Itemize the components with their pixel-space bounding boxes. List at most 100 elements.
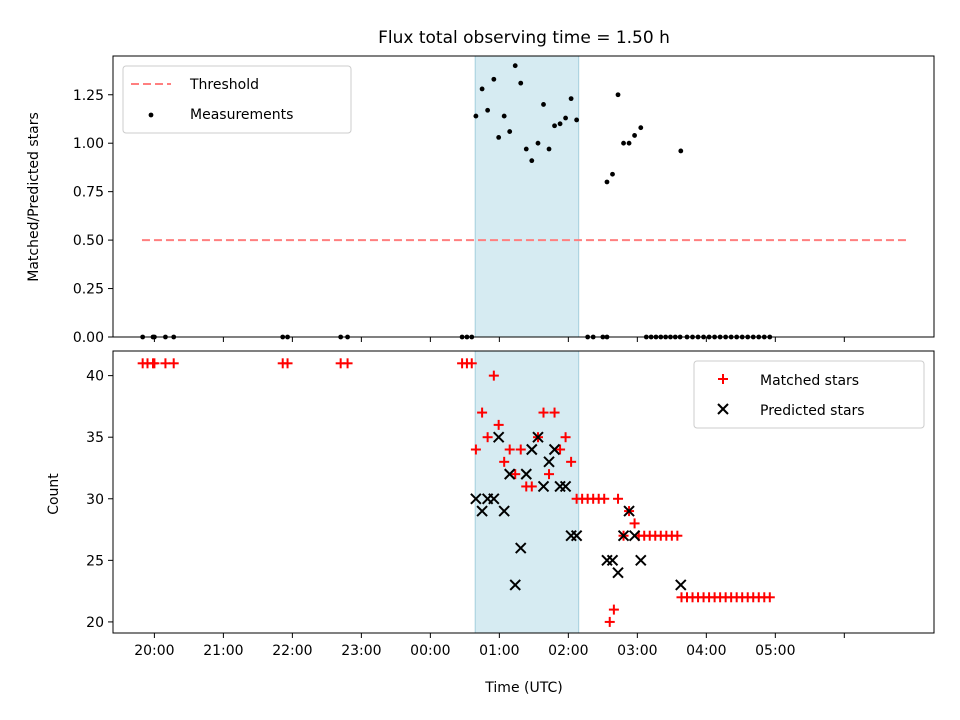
predicted-star-point — [606, 554, 619, 567]
predicted-star-point — [515, 542, 527, 554]
bottom-legend: Matched stars Predicted stars — [693, 360, 925, 429]
x-stroke — [532, 431, 544, 443]
legend-matched-label: Matched stars — [760, 373, 859, 389]
bottom-y-axis-label: Count — [46, 473, 62, 515]
matched-star-point — [672, 530, 683, 541]
measurement-point — [546, 146, 552, 152]
predicted-star-point — [526, 443, 538, 456]
predicted-star-point — [570, 530, 583, 542]
predicted-star-point — [617, 530, 630, 542]
matched-star-point — [604, 616, 615, 627]
x-stroke — [492, 431, 505, 443]
x-tick-label: 04:00 — [686, 643, 726, 659]
matched-star-point — [499, 456, 510, 467]
x-stroke — [503, 468, 516, 480]
y-tick-label: 0.00 — [73, 330, 104, 346]
top-y-ticks: 0.00 0.25 0.50 0.75 1.00 1.25 — [73, 88, 113, 346]
x-stroke — [623, 505, 635, 517]
y-tick-label: 25 — [86, 553, 104, 569]
x-stroke — [635, 554, 647, 567]
measurement-point — [535, 140, 541, 146]
measurement-point — [501, 113, 507, 119]
top-x-ticks — [153, 337, 845, 342]
matched-star-point — [342, 358, 353, 369]
measurement-point — [523, 146, 529, 152]
matched-star-point — [168, 358, 179, 369]
measurement-point — [491, 76, 497, 82]
predicted-star-point — [623, 505, 635, 517]
measurement-point — [529, 158, 535, 164]
bottom-panel: 20 25 30 35 40 20:00 21:00 22:00 23:00 00:00 01:0… — [46, 350, 935, 696]
y-tick-label: 30 — [86, 492, 104, 508]
matched-star-point — [470, 444, 481, 455]
x-stroke — [612, 566, 624, 579]
x-tick-label: 01:00 — [479, 643, 519, 659]
y-tick-label: 0.75 — [73, 185, 104, 201]
top-highlight-span — [474, 56, 580, 337]
x-tick-label: 03:00 — [617, 643, 657, 659]
predicted-star-point — [537, 480, 550, 493]
highlight-span-fill — [475, 56, 579, 337]
measurement-point — [473, 113, 479, 119]
measurement-point — [541, 102, 546, 107]
predicted-star-point — [470, 493, 482, 505]
matched-star-point — [510, 469, 521, 480]
x-stroke — [543, 456, 555, 468]
measurement-point — [557, 121, 563, 127]
chart-title: Flux total observing time = 1.50 h — [378, 28, 670, 48]
measurement-point — [626, 140, 632, 146]
measurement-point — [678, 148, 684, 154]
x-axis-label: Time (UTC) — [484, 680, 562, 696]
measurement-point — [552, 123, 557, 129]
x-stroke — [515, 542, 527, 554]
matched-star-point — [629, 518, 640, 529]
matched-star-point — [515, 444, 526, 455]
top-legend-box — [122, 65, 352, 134]
x-tick-label: 21:00 — [203, 643, 243, 659]
bottom-count-points — [137, 358, 775, 627]
legend-predicted-label: Predicted stars — [760, 403, 865, 419]
axes-frame — [112, 55, 935, 338]
top-y-axis-label: Matched/Predicted stars — [26, 112, 42, 282]
predicted-star-point — [532, 431, 544, 443]
top-panel: 0.00 0.25 0.50 0.75 1.00 1.25 Flux total obse… — [26, 28, 935, 346]
measurement-point — [479, 86, 485, 92]
x-stroke — [526, 443, 538, 456]
predicted-star-point — [601, 554, 613, 567]
bottom-x-ticks: 20:00 21:00 22:00 23:00 00:00 01:00 02:00 03:00… — [134, 633, 845, 659]
bottom-axes — [112, 350, 935, 634]
predicted-star-point — [498, 505, 510, 517]
matched-star-point — [549, 407, 560, 418]
matched-star-point — [504, 444, 515, 455]
x-tick-label: 22:00 — [272, 643, 312, 659]
measurement-point — [638, 125, 644, 131]
legend-measurements-label: Measurements — [190, 107, 293, 123]
measurement-point — [496, 134, 502, 140]
x-stroke — [520, 468, 532, 480]
predicted-star-point — [675, 579, 687, 591]
predicted-star-point — [612, 566, 624, 579]
x-stroke — [559, 480, 572, 493]
measurement-point — [518, 80, 524, 86]
bottom-legend-box — [693, 360, 925, 429]
matched-star-point — [555, 444, 566, 455]
measurement-point — [568, 96, 574, 102]
predicted-star-point — [559, 480, 572, 493]
x-stroke — [488, 493, 500, 505]
x-stroke — [537, 480, 550, 493]
matched-star-point — [560, 432, 571, 443]
matched-star-point — [482, 432, 493, 443]
measurement-point — [604, 179, 610, 185]
measurement-point — [563, 115, 568, 121]
predicted-star-point — [503, 468, 516, 480]
measurement-point — [632, 133, 637, 138]
y-tick-label: 40 — [86, 369, 104, 385]
bottom-y-ticks: 20 25 30 35 40 — [86, 369, 113, 631]
measurement-point — [485, 107, 491, 113]
measurement-point — [507, 129, 513, 134]
matched-star-point — [477, 407, 488, 418]
measurement-point — [615, 92, 621, 98]
matched-star-point — [282, 358, 293, 369]
y-tick-label: 35 — [86, 430, 104, 446]
x-tick-label: 23:00 — [341, 643, 381, 659]
